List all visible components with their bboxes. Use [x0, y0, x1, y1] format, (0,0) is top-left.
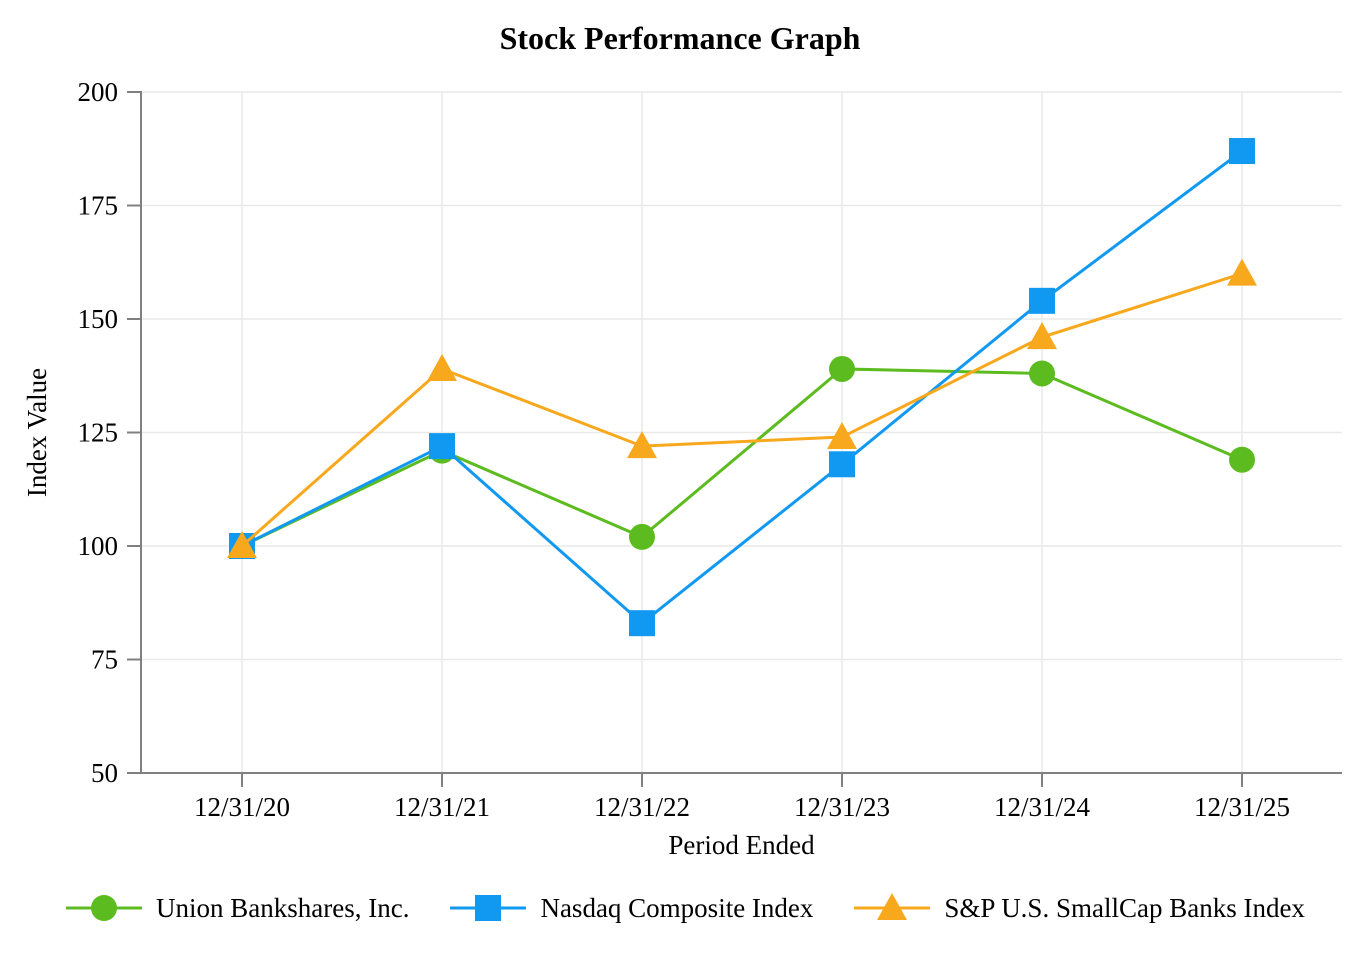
legend-label: S&P U.S. SmallCap Banks Index: [944, 892, 1305, 923]
y-tick-label: 200: [78, 77, 119, 107]
triangle-marker: [227, 531, 257, 558]
x-tick-label: 12/31/20: [194, 792, 290, 822]
circle-marker: [91, 895, 117, 921]
square-marker: [429, 433, 455, 460]
circle-marker: [829, 355, 855, 382]
chart-title: Stock Performance Graph: [499, 20, 861, 56]
y-tick-label: 150: [78, 304, 119, 334]
y-axis-title: Index Value: [22, 368, 52, 497]
square-marker: [1029, 287, 1055, 314]
circle-marker-icon: [66, 895, 142, 921]
x-tick-label: 12/31/24: [994, 792, 1091, 822]
series-line: [241, 149, 1243, 626]
legend-label: Union Bankshares, Inc.: [156, 892, 410, 923]
circle-marker: [1229, 446, 1255, 473]
square-marker: [1229, 138, 1255, 165]
y-tick-label: 125: [78, 418, 119, 448]
triangle-marker: [827, 422, 857, 450]
series-s-p-u-s-smallcap-banks-index: [227, 258, 1257, 558]
legend-label: Nasdaq Composite Index: [540, 892, 814, 923]
legend-item-sp-smallcap-banks: S&P U.S. SmallCap Banks Index: [854, 888, 1305, 928]
series-line: [241, 272, 1243, 548]
series-nasdaq-composite-index: [229, 138, 1255, 637]
square-marker-icon: [450, 895, 527, 921]
triangle-marker: [627, 431, 657, 459]
circle-marker: [629, 523, 655, 550]
y-tick-label: 50: [91, 758, 118, 788]
y-tick-label: 175: [78, 191, 119, 221]
x-tick-label: 12/31/22: [594, 792, 690, 822]
legend: Union Bankshares, Inc. Nasdaq Composite …: [66, 888, 1305, 928]
series-line: [241, 367, 1243, 548]
legend-item-nasdaq-composite: Nasdaq Composite Index: [450, 888, 813, 928]
y-tick-label: 75: [91, 645, 118, 675]
x-tick-label: 12/31/25: [1194, 792, 1290, 822]
triangle-marker: [877, 893, 908, 920]
triangle-marker: [427, 353, 457, 381]
y-tick-label: 100: [78, 531, 119, 561]
x-tick-label: 12/31/23: [794, 792, 890, 822]
triangle-marker: [1227, 258, 1257, 286]
triangle-marker-icon: [854, 893, 931, 920]
legend-item-union-bankshares: Union Bankshares, Inc.: [66, 888, 409, 928]
triangle-marker: [1027, 322, 1057, 350]
series-union-bankshares-inc: [229, 355, 1255, 559]
x-tick-label: 12/31/21: [394, 792, 490, 822]
square-marker: [475, 895, 502, 921]
circle-marker: [1029, 360, 1055, 387]
x-axis-title: Period Ended: [668, 830, 815, 860]
square-marker: [829, 451, 855, 478]
square-marker: [629, 610, 655, 637]
